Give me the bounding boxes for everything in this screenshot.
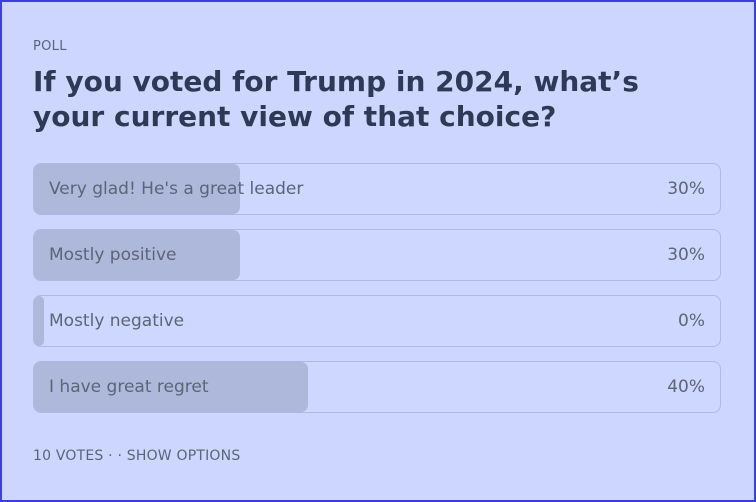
poll-option[interactable]: I have great regret 40% xyxy=(33,361,721,413)
poll-options: Very glad! He's a great leader 30% Mostl… xyxy=(33,163,721,427)
footer-separator: · · xyxy=(103,448,127,464)
poll-option-result-bar xyxy=(34,164,240,214)
poll-question: If you voted for Trump in 2024, what’s y… xyxy=(33,65,639,133)
poll-footer: 10 VOTES · · SHOW OPTIONS xyxy=(33,448,240,464)
poll-option-label: Mostly positive xyxy=(49,245,177,265)
poll-option-percent: 40% xyxy=(667,377,705,397)
show-options-link[interactable]: SHOW OPTIONS xyxy=(126,448,241,464)
poll-option-result-bar xyxy=(34,362,309,412)
poll-option-percent: 30% xyxy=(667,245,705,265)
vote-count: 10 VOTES xyxy=(33,448,104,464)
poll-option-result-bar xyxy=(34,230,240,280)
poll-option-label: Very glad! He's a great leader xyxy=(49,179,304,199)
poll-option[interactable]: Mostly negative 0% xyxy=(33,295,721,347)
poll-option[interactable]: Mostly positive 30% xyxy=(33,229,721,281)
poll-option[interactable]: Very glad! He's a great leader 30% xyxy=(33,163,721,215)
poll-option-label: I have great regret xyxy=(49,377,209,397)
poll-option-percent: 0% xyxy=(678,311,705,331)
poll-option-percent: 30% xyxy=(667,179,705,199)
poll-label: POLL xyxy=(33,39,67,54)
poll-option-label: Mostly negative xyxy=(49,311,185,331)
poll-option-result-bar xyxy=(34,296,44,346)
